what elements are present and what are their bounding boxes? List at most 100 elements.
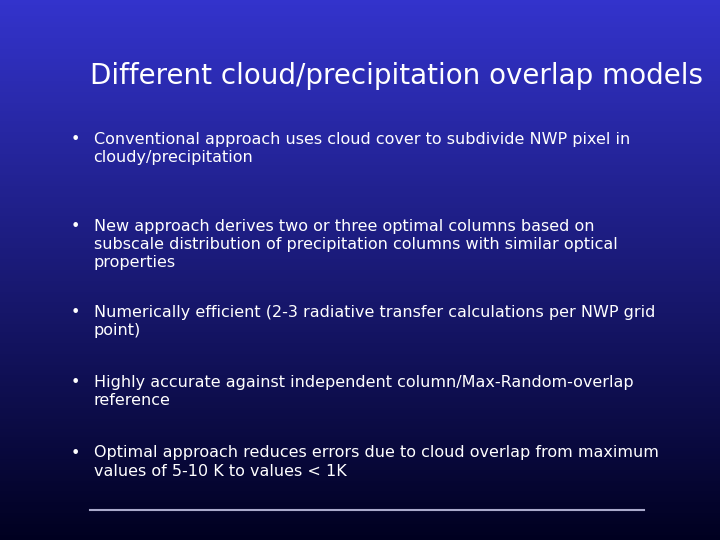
Bar (0, 267, 720, 270)
Bar (0, 146, 720, 148)
Bar (0, 494, 720, 497)
Bar (0, 370, 720, 373)
Bar (0, 248, 720, 251)
Bar (0, 57, 720, 59)
Bar (0, 321, 720, 324)
Bar (0, 381, 720, 383)
Text: Different cloud/precipitation overlap models: Different cloud/precipitation overlap mo… (90, 62, 703, 90)
Text: Numerically efficient (2-3 radiative transfer calculations per NWP grid
point): Numerically efficient (2-3 radiative tra… (94, 305, 655, 338)
Bar (0, 292, 720, 294)
Bar (0, 313, 720, 316)
Bar (0, 443, 720, 445)
Bar (0, 464, 720, 467)
Bar (0, 508, 720, 510)
Bar (0, 405, 720, 408)
Bar (0, 483, 720, 486)
Bar (0, 537, 720, 540)
Bar (0, 22, 720, 24)
Bar (0, 184, 720, 186)
Bar (0, 27, 720, 30)
Bar (0, 265, 720, 267)
Bar (0, 440, 720, 443)
Bar (0, 81, 720, 84)
Bar (0, 176, 720, 178)
Bar (0, 219, 720, 221)
Bar (0, 119, 720, 122)
Bar (0, 413, 720, 416)
Bar (0, 329, 720, 332)
Bar (0, 446, 720, 448)
Bar (0, 143, 720, 146)
Bar (0, 192, 720, 194)
Bar (0, 354, 720, 356)
Bar (0, 340, 720, 343)
Bar (0, 424, 720, 427)
Bar (0, 373, 720, 375)
Bar (0, 162, 720, 165)
Bar (0, 76, 720, 78)
Bar (0, 456, 720, 459)
Bar (0, 386, 720, 389)
Bar (0, 526, 720, 529)
Bar (0, 416, 720, 418)
Bar (0, 251, 720, 254)
Bar (0, 378, 720, 381)
Text: •: • (71, 305, 81, 320)
Bar (0, 14, 720, 16)
Text: Optimal approach reduces errors due to cloud overlap from maximum
values of 5-10: Optimal approach reduces errors due to c… (94, 446, 659, 478)
Bar (0, 491, 720, 494)
Bar (0, 211, 720, 213)
Bar (0, 500, 720, 502)
Bar (0, 35, 720, 38)
Bar (0, 297, 720, 300)
Bar (0, 351, 720, 354)
Bar (0, 367, 720, 370)
Bar (0, 475, 720, 478)
Bar (0, 486, 720, 489)
Bar (0, 259, 720, 262)
Bar (0, 240, 720, 243)
Bar (0, 78, 720, 81)
Bar (0, 470, 720, 472)
Bar (0, 400, 720, 402)
Bar (0, 281, 720, 284)
Bar (0, 383, 720, 386)
Bar (0, 227, 720, 229)
Bar (0, 408, 720, 410)
Bar (0, 402, 720, 405)
Bar (0, 294, 720, 297)
Bar (0, 286, 720, 289)
Bar (0, 178, 720, 181)
Bar (0, 173, 720, 176)
Bar (0, 140, 720, 143)
Bar (0, 394, 720, 397)
Bar (0, 518, 720, 521)
Bar (0, 197, 720, 200)
Bar (0, 437, 720, 440)
Bar (0, 338, 720, 340)
Bar (0, 8, 720, 11)
Bar (0, 513, 720, 516)
Bar (0, 467, 720, 470)
Bar (0, 532, 720, 535)
Bar (0, 308, 720, 310)
Bar (0, 516, 720, 518)
Bar (0, 451, 720, 454)
Bar (0, 472, 720, 475)
Bar (0, 116, 720, 119)
Bar (0, 324, 720, 327)
Bar (0, 127, 720, 130)
Bar (0, 11, 720, 14)
Bar (0, 481, 720, 483)
Bar (0, 459, 720, 462)
Bar (0, 181, 720, 184)
Bar (0, 148, 720, 151)
Bar (0, 497, 720, 500)
Bar (0, 429, 720, 432)
Bar (0, 213, 720, 216)
Bar (0, 356, 720, 359)
Bar (0, 40, 720, 43)
Bar (0, 316, 720, 319)
Bar (0, 159, 720, 162)
Bar (0, 73, 720, 76)
